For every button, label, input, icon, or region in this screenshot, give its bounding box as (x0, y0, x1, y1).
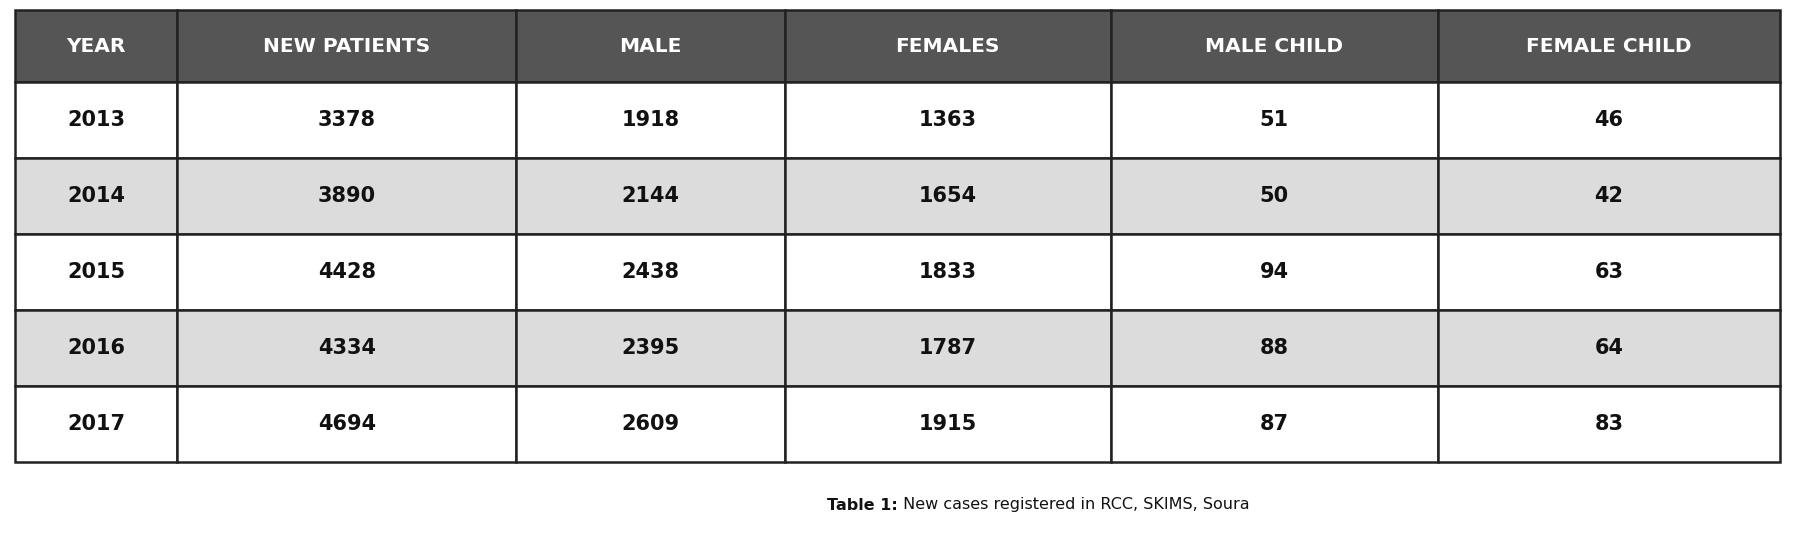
Bar (178, 310, 517, 386)
Text: 2014: 2014 (66, 186, 126, 206)
Bar (517, 158, 784, 234)
Text: 1833: 1833 (919, 262, 976, 282)
Text: Table 1:: Table 1: (827, 497, 898, 512)
Text: 51: 51 (1260, 110, 1289, 130)
Text: 46: 46 (1594, 110, 1623, 130)
Bar (178, 158, 517, 234)
Text: 63: 63 (1594, 262, 1623, 282)
Text: FEMALES: FEMALES (896, 37, 1000, 55)
Text: MALE: MALE (619, 37, 682, 55)
Bar (784, 386, 1111, 462)
Bar (1111, 386, 1438, 462)
Bar (1438, 386, 1781, 462)
Text: 2438: 2438 (621, 262, 679, 282)
Bar (1438, 158, 1781, 234)
Text: 1787: 1787 (919, 338, 976, 358)
Bar (14, 310, 178, 386)
Bar (178, 234, 517, 310)
Text: 50: 50 (1260, 186, 1289, 206)
Bar (517, 82, 784, 158)
Text: 4428: 4428 (318, 262, 375, 282)
Bar (1438, 10, 1781, 82)
Bar (1111, 310, 1438, 386)
Bar (784, 234, 1111, 310)
Text: New cases registered in RCC, SKIMS, Soura: New cases registered in RCC, SKIMS, Sour… (898, 497, 1249, 512)
Bar (14, 10, 178, 82)
Text: 2609: 2609 (621, 414, 680, 434)
Text: NEW PATIENTS: NEW PATIENTS (264, 37, 431, 55)
Bar (178, 386, 517, 462)
Text: 83: 83 (1594, 414, 1623, 434)
Text: 1363: 1363 (919, 110, 976, 130)
Text: 3890: 3890 (318, 186, 375, 206)
Bar (517, 310, 784, 386)
Bar (517, 386, 784, 462)
Bar (784, 158, 1111, 234)
Bar (784, 82, 1111, 158)
Bar (784, 310, 1111, 386)
Bar (1111, 10, 1438, 82)
Text: 1654: 1654 (919, 186, 976, 206)
Text: 2017: 2017 (66, 414, 126, 434)
Bar (14, 386, 178, 462)
Text: 2395: 2395 (621, 338, 680, 358)
Text: FEMALE CHILD: FEMALE CHILD (1526, 37, 1691, 55)
Bar (14, 234, 178, 310)
Bar (1111, 82, 1438, 158)
Bar (178, 82, 517, 158)
Text: 1915: 1915 (919, 414, 976, 434)
Text: 4694: 4694 (318, 414, 375, 434)
Text: 64: 64 (1594, 338, 1623, 358)
Bar (1438, 82, 1781, 158)
Bar (1111, 158, 1438, 234)
Text: 3378: 3378 (318, 110, 375, 130)
Bar (1438, 310, 1781, 386)
Text: YEAR: YEAR (66, 37, 126, 55)
Bar (178, 10, 517, 82)
Bar (14, 82, 178, 158)
Bar (517, 234, 784, 310)
Bar (1438, 234, 1781, 310)
Text: 2144: 2144 (621, 186, 679, 206)
Text: 94: 94 (1260, 262, 1289, 282)
Text: 2013: 2013 (66, 110, 126, 130)
Text: 42: 42 (1594, 186, 1623, 206)
Bar (1111, 234, 1438, 310)
Text: 87: 87 (1260, 414, 1289, 434)
Text: 2015: 2015 (66, 262, 126, 282)
Text: MALE CHILD: MALE CHILD (1204, 37, 1343, 55)
Text: 4334: 4334 (318, 338, 375, 358)
Text: 2016: 2016 (66, 338, 126, 358)
Bar (517, 10, 784, 82)
Bar (784, 10, 1111, 82)
Bar (14, 158, 178, 234)
Text: 88: 88 (1260, 338, 1289, 358)
Text: 1918: 1918 (621, 110, 680, 130)
